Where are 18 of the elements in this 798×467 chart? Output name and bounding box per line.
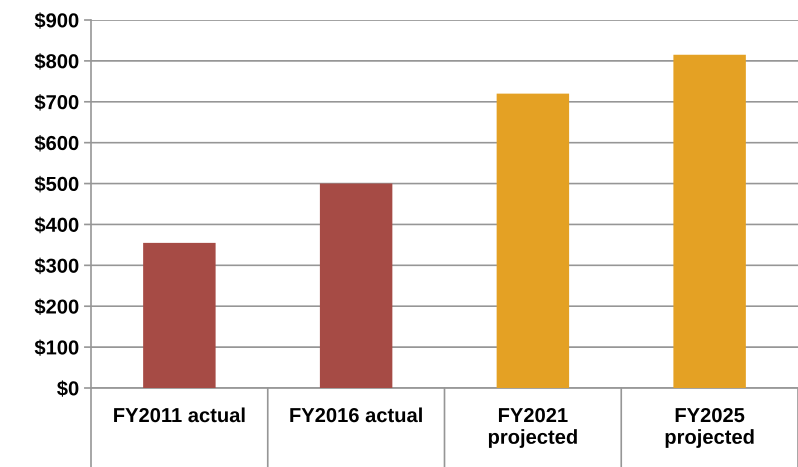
y-tick-label: $600: [34, 135, 78, 152]
bar: [496, 94, 570, 388]
y-tick-label: $400: [34, 216, 78, 234]
y-tick-label: $500: [34, 176, 78, 192]
y-tick-label: $100: [34, 339, 78, 356]
x-tick-label: FY2016 actual: [290, 407, 422, 422]
y-tick-label: $300: [34, 258, 78, 274]
y-tick-label: $700: [34, 94, 78, 111]
y-tick-label: $900: [34, 12, 78, 29]
bar: [143, 242, 216, 388]
x-tick-label: FY2025 projected: [666, 408, 754, 448]
x-tick-label: FY2021 projected: [488, 408, 577, 448]
bar: [673, 54, 746, 388]
x-tick-label: FY2011 actual: [114, 407, 245, 422]
y-tick-label: $200: [34, 298, 78, 316]
y-tick-label: $0: [57, 380, 78, 397]
y-tick-label: $800: [34, 53, 78, 70]
bar: [320, 184, 392, 388]
